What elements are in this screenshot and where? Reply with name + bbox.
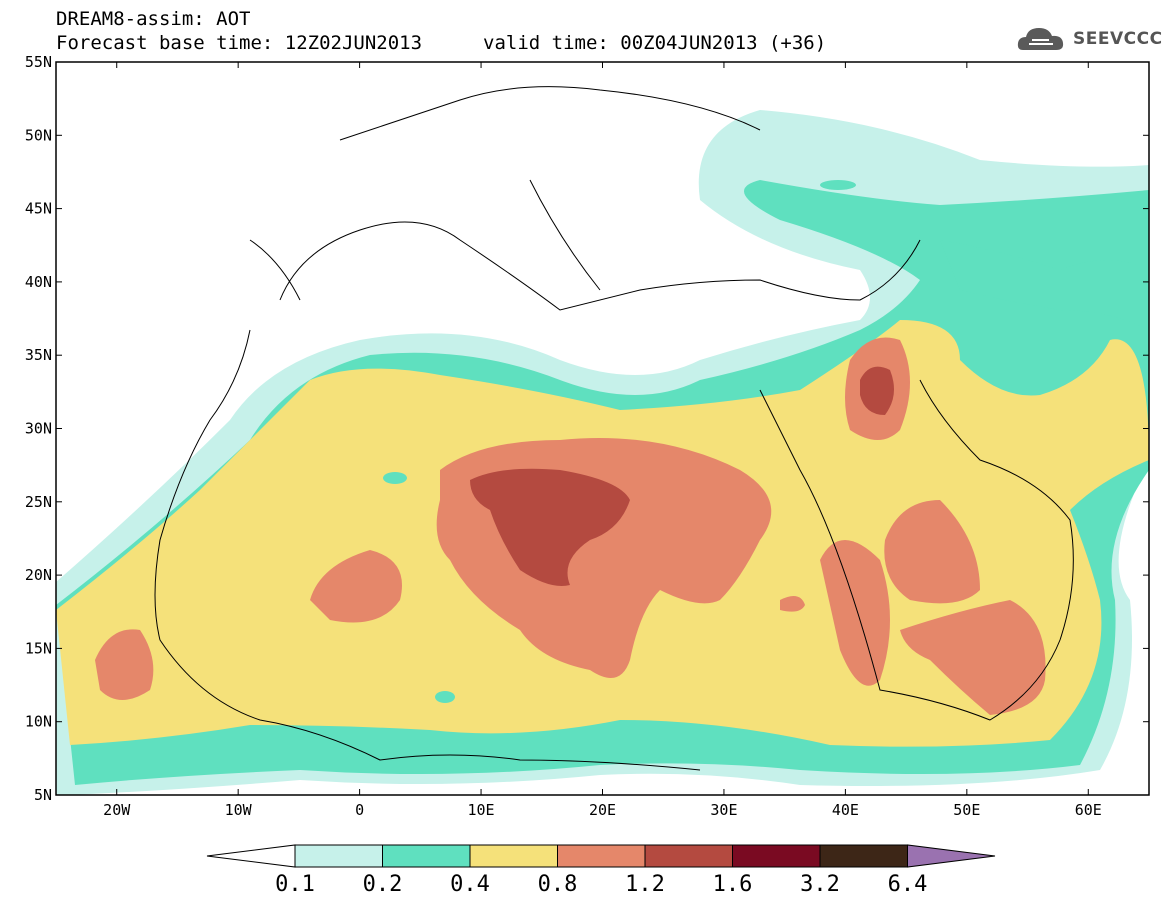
map-title: DREAM8-assim: AOT (56, 8, 251, 30)
lon-axis: 20W 10W 0 10E 20E 30E 40E 50E 60E (103, 62, 1102, 819)
colorbar-label: 0.4 (450, 872, 490, 897)
colorbar-segment (557, 844, 646, 868)
colorbar-label: 0.8 (538, 872, 578, 897)
aot-field (56, 110, 1149, 795)
lat-label: 35N (25, 346, 52, 364)
lon-label: 0 (355, 801, 364, 819)
lat-label: 5N (34, 786, 52, 804)
lat-label: 10N (25, 713, 52, 731)
lon-label: 20W (103, 801, 131, 819)
colorbar-label: 3.2 (800, 872, 840, 897)
lat-axis: 55N 50N 45N 40N 35N 30N 25N 20N 15N 10N 5N (25, 53, 1149, 804)
colorbar-min-arrow (206, 844, 296, 868)
colorbar-segment (469, 844, 558, 868)
forecast-base-time: Forecast base time: 12Z02JUN2013 (56, 32, 423, 54)
lon-label: 10W (225, 801, 253, 819)
colorbar-segment (819, 844, 908, 868)
lon-label: 50E (953, 801, 980, 819)
cloud-icon (1017, 28, 1064, 50)
lat-label: 40N (25, 273, 52, 291)
lat-label: 50N (25, 126, 52, 144)
lat-label: 30N (25, 420, 52, 438)
colorbar-label: 1.2 (625, 872, 665, 897)
lon-label: 20E (589, 801, 616, 819)
lat-label: 45N (25, 200, 52, 218)
colorbar-label: 6.4 (888, 872, 928, 897)
colorbar-segment (644, 844, 733, 868)
lat-label: 25N (25, 493, 52, 511)
lat-label: 55N (25, 53, 52, 71)
colorbar-label: 0.2 (363, 872, 403, 897)
coastlines (154, 86, 1074, 771)
colorbar-segment (382, 844, 471, 868)
logo-text: SEEVCCC (1073, 29, 1163, 49)
colorbar-segment (732, 844, 821, 868)
colorbar-label: 0.1 (275, 872, 315, 897)
lon-label: 30E (710, 801, 737, 819)
seevccc-logo: SEEVCCC (1015, 22, 1162, 56)
colorbar: 0.1 0.2 0.4 0.8 1.2 1.6 3.2 6.4 (206, 844, 996, 897)
lat-label: 20N (25, 566, 52, 584)
colorbar-segment (294, 844, 383, 868)
colorbar-label: 1.6 (713, 872, 753, 897)
colorbar-max-arrow (907, 844, 996, 868)
lon-label: 60E (1075, 801, 1102, 819)
lon-label: 40E (832, 801, 859, 819)
valid-time: valid time: 00Z04JUN2013 (+36) (483, 32, 827, 54)
lat-label: 15N (25, 639, 52, 657)
lon-label: 10E (468, 801, 495, 819)
